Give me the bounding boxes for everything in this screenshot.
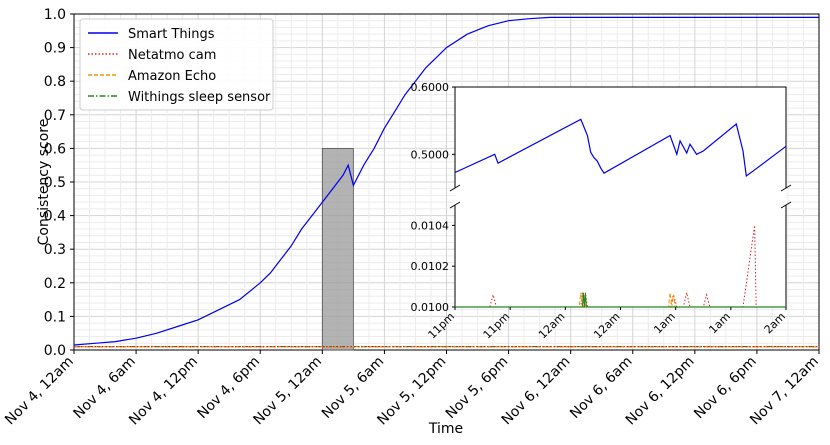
x-axis-label: Time xyxy=(428,421,463,437)
y-tick-label: 0.6 xyxy=(44,141,66,157)
y-tick-label: 0.0 xyxy=(44,343,66,359)
inset-y-tick-label: 0.0102 xyxy=(411,260,450,273)
x-tick-label: Nov 5, 6pm xyxy=(443,354,512,423)
legend-label: Netatmo cam xyxy=(128,48,216,63)
inset-background xyxy=(455,87,786,307)
inset-series-line xyxy=(455,292,786,308)
axis-break-mark xyxy=(449,184,461,192)
legend-label: Smart Things xyxy=(128,27,215,42)
y-tick-label: 1.0 xyxy=(44,7,66,23)
x-tick-label: Nov 4, 12am xyxy=(2,354,77,429)
axis-break-mark xyxy=(780,184,792,192)
highlight-region xyxy=(321,147,354,351)
legend: Smart Things Netatmo cam Amazon Echo Within… xyxy=(79,18,274,111)
y-tick-label: 0.3 xyxy=(44,242,66,258)
inset-y-tick-label: 0.0104 xyxy=(411,219,450,232)
x-tick-label: Nov 4, 6pm xyxy=(194,354,263,423)
x-tick-label: Nov 4, 6am xyxy=(71,354,139,422)
series-line xyxy=(73,16,819,346)
axis-break-mark xyxy=(780,201,792,209)
y-tick-label: 0.7 xyxy=(44,108,66,124)
highlight-region-group xyxy=(321,147,354,351)
y-tick-label: 0.9 xyxy=(44,41,66,57)
x-tick-label: Nov 6, 6pm xyxy=(691,354,760,423)
y-tick-label: 0.8 xyxy=(44,74,66,90)
main-series-group xyxy=(73,16,819,348)
y-tick-label: 0.4 xyxy=(44,209,66,225)
y-axis-label: Consistency score xyxy=(36,119,52,246)
y-tick-label: 0.5 xyxy=(44,175,66,191)
axis-break-mark xyxy=(449,201,461,209)
x-tick-label: Nov 6, 6am xyxy=(567,354,635,422)
legend-label: Amazon Echo xyxy=(128,69,216,84)
y-tick-label: 0.2 xyxy=(44,276,66,292)
inset-series-line xyxy=(454,118,787,177)
inset-y-tick-label: 0.5000 xyxy=(411,148,450,161)
inset-y-tick-label: 0.0100 xyxy=(411,301,450,314)
x-tick-label: Nov 5, 6am xyxy=(319,354,387,422)
inset-y-tick-label: 0.6000 xyxy=(411,81,450,94)
legend-box xyxy=(79,18,274,111)
y-tick-labels: 0.0 0.1 0.2 0.3 0.4 0.5 0.6 0.7 0.8 0.9 1.0 xyxy=(44,7,74,359)
legend-label: Withings sleep sensor xyxy=(128,90,271,105)
inset-upper-frame xyxy=(454,86,787,188)
y-tick-label: 0.1 xyxy=(44,309,66,325)
